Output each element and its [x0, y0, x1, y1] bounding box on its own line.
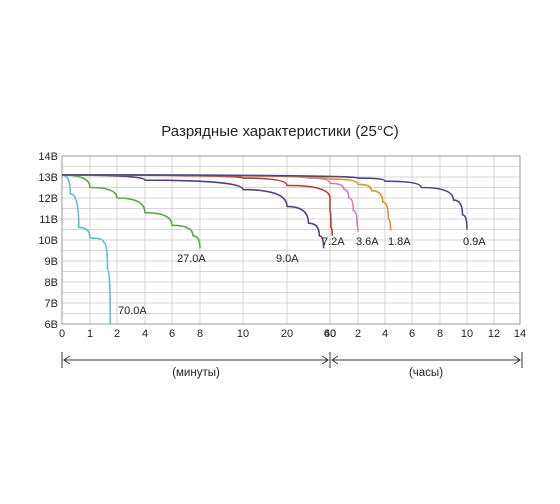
x-tick-label: 10 [461, 328, 473, 340]
arrow-left-icon [63, 355, 71, 365]
series-line-0-9A [61, 174, 468, 230]
series-line-27-0A [61, 174, 201, 249]
x-unit-label: (минуты) [172, 367, 220, 379]
x-tick-label: 20 [281, 328, 293, 340]
x-tick-label: 0 [59, 328, 65, 340]
series-line-3-6A [61, 174, 359, 232]
x-tick-label: 8 [197, 328, 203, 340]
chart-title: Разрядные характеристики (25°C) [161, 123, 398, 140]
series-labels: 70.0A 27.0A 9.0A 7.2A 3.6A 1.8A 0.9A [118, 236, 486, 317]
x-tick-label: 12 [488, 328, 500, 340]
y-tick-label: 10В [38, 235, 58, 247]
x-tick-label: 40 [324, 328, 336, 340]
x-tick-label: 4 [382, 328, 388, 340]
y-tick-label: 9В [45, 256, 58, 268]
series-label: 3.6A [356, 236, 379, 248]
x-tick-label: 6 [169, 328, 175, 340]
x-unit-label: (часы) [409, 367, 443, 379]
y-tick-label: 6В [45, 319, 58, 331]
y-tick-label: 12В [38, 193, 58, 205]
arrow-right-icon [513, 355, 521, 365]
y-tick-label: 8В [45, 277, 58, 289]
series-line-9-0A [61, 174, 325, 249]
y-tick-label: 13В [38, 172, 58, 184]
y-tick-label: 7В [45, 298, 58, 310]
y-tick-label: 14В [38, 151, 58, 163]
grid [61, 155, 521, 325]
x-tick-label: 60 [324, 328, 336, 340]
series-label: 1.8A [388, 236, 411, 248]
series-label: 7.2A [322, 236, 345, 248]
series-label: 0.9A [463, 236, 486, 248]
y-tick-label: 11В [39, 214, 58, 226]
x-tick-label: 4 [142, 328, 148, 340]
x-axis-unit-brackets: (минуты) (часы) [61, 352, 523, 379]
series-line-70-0A [61, 174, 112, 325]
series-label: 9.0A [276, 253, 299, 265]
arrow-right-icon [321, 355, 329, 365]
arrow-left-icon [331, 355, 339, 365]
series-line-7-2A [61, 174, 334, 236]
series-label: 70.0A [118, 305, 147, 317]
x-tick-label: 2 [355, 328, 361, 340]
x-tick-label: 8 [437, 328, 443, 340]
y-axis-ticks: 14В 13В 12В 11В 10В 9В 8В 7В 6В [38, 151, 58, 331]
x-tick-label: 14 [514, 328, 526, 340]
series-line-1-8A [61, 174, 392, 231]
x-tick-label: 2 [114, 328, 120, 340]
series-label: 27.0A [177, 253, 206, 265]
x-tick-label: 1 [87, 328, 93, 340]
x-tick-label: 6 [409, 328, 415, 340]
x-tick-label: 10 [237, 328, 249, 340]
series-lines [61, 174, 468, 325]
plot-frame [61, 155, 521, 325]
